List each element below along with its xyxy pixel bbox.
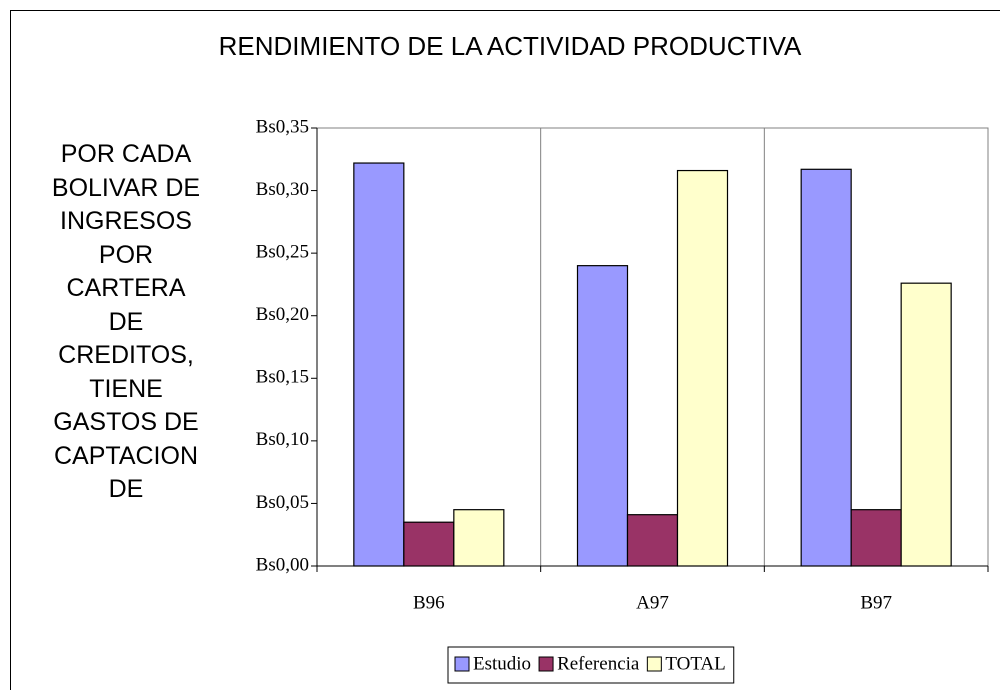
bar [800, 168, 852, 567]
y-tick-label: Bs0,20 [256, 304, 309, 325]
y-tick-label: Bs0,30 [256, 179, 309, 200]
bar [353, 162, 405, 567]
legend-swatch [646, 656, 662, 672]
chart-title: RENDIMIENTO DE LA ACTIVIDAD PRODUCTIVA [219, 31, 802, 61]
y-tick-label: Bs0,15 [256, 367, 309, 388]
legend-label: Referencia [557, 653, 640, 674]
y-axis-label: POR CADA BOLIVAR DE INGRESOS POR CARTERA… [51, 140, 201, 503]
x-tick-label: B97 [860, 592, 892, 613]
chart-frame [10, 10, 1000, 690]
legend-swatch [454, 656, 470, 672]
plot-area [316, 127, 989, 567]
legend-label: TOTAL [665, 653, 725, 674]
bar [576, 265, 629, 567]
y-tick-label: Bs0,35 [256, 116, 309, 137]
legend-swatch [538, 656, 554, 672]
bar [626, 514, 679, 567]
bar [850, 509, 902, 567]
y-tick-label: Bs0,00 [256, 554, 309, 575]
bar [900, 282, 952, 567]
x-tick-label: A97 [636, 592, 669, 613]
legend-box [447, 646, 735, 684]
bar [403, 521, 455, 567]
bar [453, 509, 505, 567]
y-tick-label: Bs0,10 [256, 429, 309, 450]
y-tick-label: Bs0,25 [256, 242, 309, 263]
legend-label: Estudio [473, 653, 531, 674]
y-tick-label: Bs0,05 [256, 492, 309, 513]
x-tick-label: B96 [413, 592, 445, 613]
bar [676, 169, 729, 567]
